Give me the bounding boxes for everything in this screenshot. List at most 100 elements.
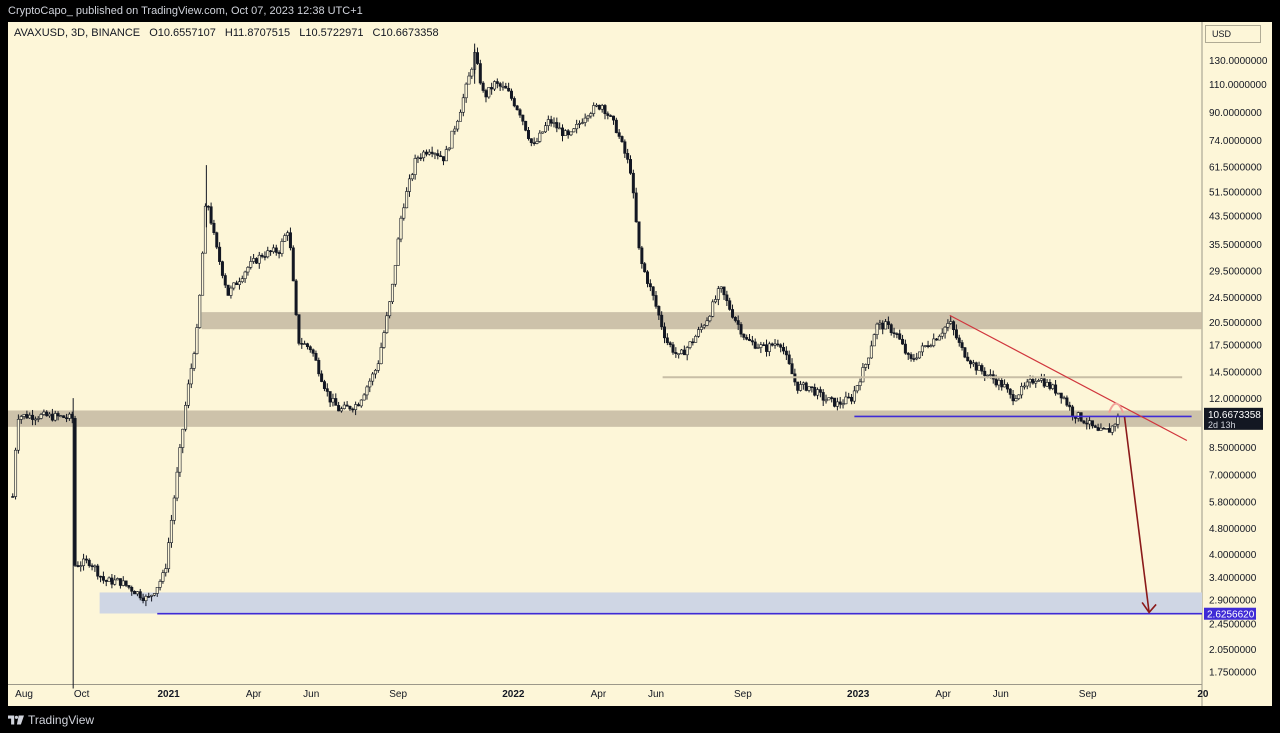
candle-body-344 [986, 374, 990, 377]
candle-body-310 [889, 324, 893, 333]
candle-body-66 [198, 294, 202, 328]
candle-body-353 [1011, 394, 1015, 402]
candle-body-283 [813, 387, 817, 396]
candle-body-262 [753, 341, 757, 349]
projection-arrow-head [1141, 601, 1157, 614]
candle-body-317 [909, 354, 913, 359]
candle-body-89 [263, 256, 267, 258]
candle-body-140 [407, 178, 411, 192]
price-label-21: 2.4500000 [1209, 620, 1257, 631]
candle-body-13 [48, 413, 52, 417]
candle-body-224 [646, 271, 650, 284]
time-scale-background[interactable] [8, 684, 1202, 706]
chart-canvas[interactable]: 130.0000000 110.0000000 90.0000000 74.00000… [0, 0, 1280, 706]
price-label-20: 2.9000000 [1209, 596, 1257, 607]
candle-body-149 [433, 153, 437, 155]
time-label-8: Jun [648, 689, 664, 700]
candle-body-242 [697, 329, 701, 337]
candle-body-63 [189, 368, 193, 385]
price-label-6: 43.5000000 [1209, 211, 1262, 222]
candle-body-266 [765, 344, 769, 352]
symbol-name[interactable]: AVAXUSD, 3D, BINANCE [14, 27, 141, 39]
price-scale[interactable]: 130.0000000 110.0000000 90.0000000 74.00000… [1209, 56, 1268, 678]
candle-body-155 [450, 130, 454, 149]
candle-body-216 [623, 141, 627, 154]
currency-selector[interactable]: USD [1205, 25, 1261, 43]
candle-body-112 [328, 391, 332, 403]
candle-body-28 [90, 565, 94, 567]
tradingview-brand[interactable]: TradingView [8, 713, 94, 727]
candle-body-275 [790, 363, 794, 375]
candle-body-57 [172, 497, 176, 521]
candle-body-119 [348, 405, 352, 410]
candle-body-230 [663, 326, 667, 339]
candle-body-241 [694, 336, 698, 343]
candle-body-372 [1065, 397, 1069, 406]
candle-body-107 [314, 353, 318, 361]
candle-body-1 [14, 449, 18, 497]
candle-body-209 [603, 105, 607, 115]
candle-body-292 [838, 401, 842, 405]
candle-body-286 [821, 392, 825, 401]
candle-body-166 [481, 82, 485, 91]
candle-body-324 [929, 345, 933, 347]
candle-body-206 [594, 104, 598, 107]
candle-body-53 [161, 572, 165, 582]
candle-body-354 [1014, 398, 1018, 402]
candle-body-234 [674, 352, 678, 355]
candle-body-177 [512, 98, 516, 107]
low-value: L10.5722971 [299, 27, 364, 39]
candle-body-184 [532, 142, 536, 145]
price-label-16: 5.8000000 [1209, 497, 1257, 508]
candle-body-105 [308, 346, 312, 351]
candle-body-201 [580, 122, 584, 124]
candle-body-350 [1003, 384, 1007, 388]
symbol-legend[interactable]: AVAXUSD, 3D, BINANCE O10.6557107 H11.870… [14, 27, 445, 39]
candle-body-379 [1085, 422, 1089, 425]
candle-body-218 [629, 159, 633, 174]
candle-body-7 [31, 414, 35, 420]
price-label-23: 1.7500000 [1209, 667, 1257, 678]
price-label-10: 20.5000000 [1209, 318, 1262, 329]
candle-body-179 [518, 109, 522, 116]
candle-body-297 [852, 390, 856, 402]
time-label-6: 2022 [502, 689, 525, 700]
candle-body-158 [458, 111, 462, 122]
candle-body-217 [626, 153, 630, 160]
candle-body-319 [915, 357, 919, 360]
price-label-14: 8.5000000 [1209, 443, 1257, 454]
time-label-9: Sep [734, 689, 752, 700]
candle-body-338 [969, 360, 973, 365]
candle-body-221 [637, 221, 641, 249]
candle-body-129 [376, 363, 380, 371]
candle-body-104 [305, 343, 309, 347]
candle-body-182 [526, 129, 530, 139]
candle-body-148 [430, 151, 434, 154]
candle-body-136 [396, 238, 400, 266]
candle-body-208 [600, 105, 604, 110]
candle-body-96 [283, 235, 287, 242]
price-scale-background[interactable] [1202, 22, 1272, 706]
time-label-4: Jun [303, 689, 319, 700]
price-label-5: 51.5000000 [1209, 187, 1262, 198]
candle-body-153 [444, 149, 448, 162]
price-label-17: 4.8000000 [1209, 524, 1257, 535]
candle-body-186 [538, 132, 542, 142]
time-scale[interactable]: Aug Oct 2021 Apr Jun Sep 2022 Apr Jun Sep 2023 Apr J… [15, 689, 1209, 700]
candle-body-91 [269, 250, 273, 253]
candle-body-335 [960, 342, 964, 348]
candle-body-40 [124, 580, 128, 586]
candle-body-269 [773, 343, 777, 346]
candle-body-260 [748, 338, 752, 341]
candle-body-204 [589, 113, 593, 117]
candle-body-255 [733, 317, 737, 321]
time-label-10: 2023 [847, 689, 870, 700]
candle-body-55 [167, 542, 171, 569]
candle-body-11 [42, 411, 46, 415]
candle-body-115 [337, 405, 341, 412]
candle-body-146 [424, 151, 428, 155]
candle-body-68 [203, 205, 207, 254]
candle-body-339 [971, 362, 975, 365]
candle-body-383 [1096, 427, 1100, 431]
candle-body-238 [685, 347, 689, 356]
